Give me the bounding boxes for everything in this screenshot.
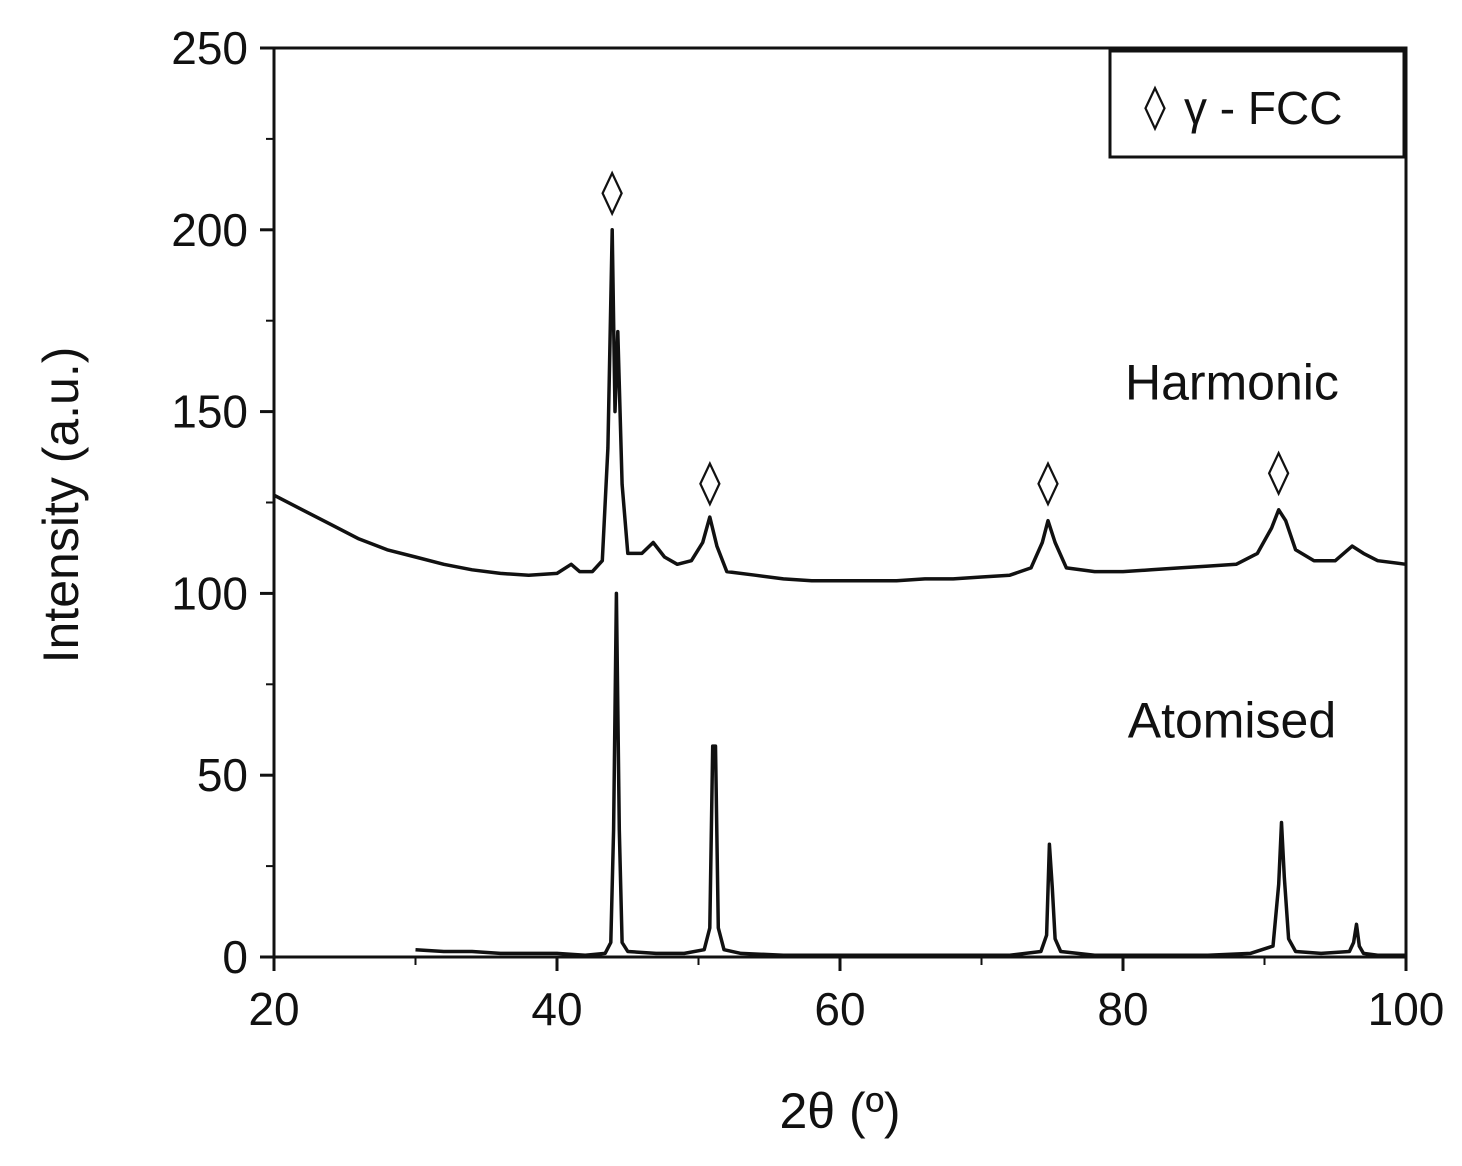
series-layer [273,228,1407,957]
series-label: Atomised [1128,693,1336,749]
peak-marker: ◊ [699,457,721,508]
x-tick-label: 40 [531,983,582,1035]
x-tick-label: 20 [248,983,299,1035]
legend: ◊ γ - FCC [1108,49,1406,159]
y-tick-label: 150 [171,386,248,438]
axis-layer: 0 50 100 150 200 250 20 40 60 80 100 [171,22,1444,1035]
plot-frame [272,46,1408,959]
y-axis-title: Intensity (a.u.) [33,347,89,664]
y-tick-label: 250 [171,22,248,74]
peak-marker: ◊ [1268,446,1290,497]
series-label-layer: Harmonic Atomised [1125,355,1339,749]
peak-marker: ◊ [601,166,623,217]
series-line-harmonic [273,228,1407,583]
legend-symbol: ◊ [1144,81,1166,132]
y-tick-label: 100 [171,567,248,619]
legend-label: γ - FCC [1184,82,1342,134]
x-tick-label: 80 [1097,983,1148,1035]
plot-area [272,46,1408,959]
y-tick-label: 50 [197,749,248,801]
series-label: Harmonic [1125,355,1339,411]
y-tick-label: 0 [222,931,248,983]
x-tick-label: 100 [1368,983,1445,1035]
peak-marker: ◊ [1037,457,1059,508]
x-axis-title: 2θ (º) [779,1083,900,1139]
legend-box [1108,49,1406,159]
peak-marker-layer: ◊ ◊ ◊ ◊ [601,166,1289,508]
series-line-atomised [415,591,1406,957]
y-tick-label: 200 [171,204,248,256]
x-tick-label: 60 [814,983,865,1035]
